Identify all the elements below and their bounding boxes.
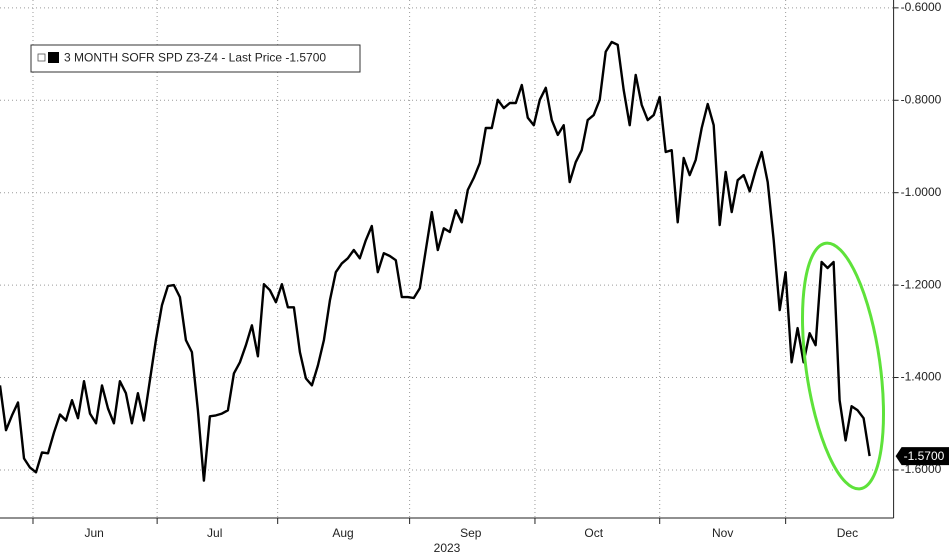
highlight-ellipse (800, 241, 886, 491)
line-series (0, 40, 871, 482)
y-tick-label: -1.4000 (901, 370, 942, 384)
y-tick-label: -1.2000 (901, 277, 942, 291)
x-axis-label: 2023 (434, 541, 461, 555)
y-tick-label: -1.6000 (901, 462, 942, 476)
legend-label: 3 MONTH SOFR SPD Z3-Z4 - Last Price -1.5… (64, 51, 326, 65)
y-tick-label: -1.0000 (901, 185, 942, 199)
legend: 3 MONTH SOFR SPD Z3-Z4 - Last Price -1.5… (30, 44, 361, 73)
last-price-tag (895, 447, 949, 466)
legend-box (30, 44, 361, 73)
last-price-label: -1.5700 (904, 449, 945, 463)
y-tick-label: -0.6000 (901, 0, 942, 14)
y-tick-label: -0.8000 (901, 92, 942, 106)
x-tick-label: Dec (837, 526, 858, 540)
x-tick-label: Oct (584, 526, 603, 540)
x-tick-label: Nov (712, 526, 733, 540)
x-tick-label: Aug (332, 526, 353, 540)
x-tick-label: Jun (84, 526, 103, 540)
x-tick-label: Sep (460, 526, 482, 540)
x-tick-label: Jul (207, 526, 222, 540)
legend-expand (37, 53, 46, 62)
legend-swatch (48, 52, 59, 63)
